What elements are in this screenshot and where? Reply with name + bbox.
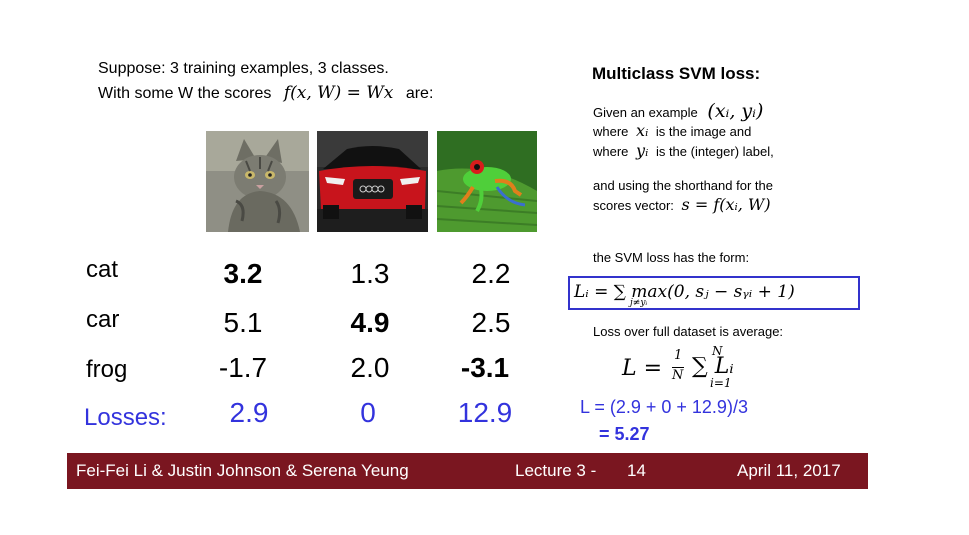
intro-line-2-prefix: With some W the scores xyxy=(98,85,272,102)
average-frac-den: N xyxy=(672,368,684,383)
given-example: Given an example (xᵢ, yᵢ) xyxy=(593,100,763,122)
scores-formula: f(x, W) = Wx xyxy=(283,83,394,103)
intro-line-2: With some W the scores f(x, W) = Wx are: xyxy=(98,83,433,103)
footer-slide-number: 14 xyxy=(627,461,646,480)
losses-label: Losses: xyxy=(84,404,167,431)
average-frac-num: 1 xyxy=(674,348,683,363)
calc-line-1: L = (2.9 + 0 + 12.9)/3 xyxy=(580,397,748,417)
given-math: (xᵢ, yᵢ) xyxy=(707,100,764,122)
frog-photo-icon xyxy=(437,131,537,232)
where-image: where xᵢ is the image and xyxy=(593,121,751,140)
scores-vector-prefix: scores vector: xyxy=(593,198,674,213)
footer-authors: Fei-Fei Li & Justin Johnson & Serena Yeu… xyxy=(76,461,409,480)
scores-vector: scores vector: s = f(xᵢ, W) xyxy=(593,195,771,214)
average-frac-bar xyxy=(672,367,684,368)
svm-loss-formula-sub: j≠yᵢ xyxy=(630,298,648,308)
where-label: where yᵢ is the (integer) label, xyxy=(593,141,774,160)
where2-math: yᵢ xyxy=(636,141,649,160)
intro-line-2-suffix: are: xyxy=(405,85,434,102)
average-sum-top: N xyxy=(712,344,723,358)
where2-suffix: is the (integer) label, xyxy=(655,144,774,159)
score-cat-car: 1.3 xyxy=(350,258,390,289)
loss-cat: 2.9 xyxy=(229,397,269,428)
shorthand-text: and using the shorthand for the xyxy=(593,178,773,193)
score-frog-cat: -1.7 xyxy=(218,352,268,383)
score-car-cat: 5.1 xyxy=(223,307,263,338)
average-formula-rest: ∑ Lᵢ xyxy=(692,354,734,379)
score-cat-cat: 3.2 xyxy=(223,258,263,289)
footer-date: April 11, 2017 xyxy=(737,461,841,480)
average-formula-lhs: L = xyxy=(622,356,663,381)
score-frog-car: 2.0 xyxy=(350,352,390,383)
svm-loss-formula: Lᵢ = ∑ max(0, sⱼ − sᵧᵢ + 1) xyxy=(574,282,795,302)
footer-bar: Fei-Fei Li & Justin Johnson & Serena Yeu… xyxy=(67,453,868,489)
score-car-car: 4.9 xyxy=(350,307,390,338)
where1-prefix: where xyxy=(593,124,629,139)
average-formula: L = 1 N ∑ Lᵢ N i=1 xyxy=(622,344,812,392)
footer-lecture: Lecture 3 - xyxy=(515,461,597,480)
loss-form-text: the SVM loss has the form: xyxy=(593,250,750,265)
where1-suffix: is the image and xyxy=(655,124,752,139)
score-frog-frog: -3.1 xyxy=(460,352,510,383)
average-sum-bottom: i=1 xyxy=(710,376,732,390)
frog-image xyxy=(437,131,537,232)
cat-image xyxy=(206,131,309,232)
car-image xyxy=(317,131,428,232)
score-car-frog: 2.5 xyxy=(471,307,511,338)
svm-title: Multiclass SVM loss: xyxy=(592,64,761,83)
score-cat-frog: 2.2 xyxy=(471,258,511,289)
calc-line-2: = 5.27 xyxy=(599,424,650,444)
svm-loss-formula-box: Lᵢ = ∑ max(0, sⱼ − sᵧᵢ + 1) j≠yᵢ xyxy=(568,276,860,310)
cat-photo-icon xyxy=(206,131,309,232)
given-prefix: Given an example xyxy=(593,105,698,120)
intro-line-1: Suppose: 3 training examples, 3 classes. xyxy=(98,60,389,77)
where2-prefix: where xyxy=(593,144,629,159)
where1-math: xᵢ xyxy=(636,121,649,140)
row-label-cat: cat xyxy=(86,256,119,283)
loss-car: 0 xyxy=(360,397,376,428)
row-label-frog: frog xyxy=(86,356,128,383)
loss-frog: 12.9 xyxy=(457,397,513,428)
row-label-car: car xyxy=(86,306,120,333)
car-photo-icon xyxy=(317,131,428,232)
average-text: Loss over full dataset is average: xyxy=(593,324,784,339)
scores-vector-math: s = f(xᵢ, W) xyxy=(681,195,771,214)
